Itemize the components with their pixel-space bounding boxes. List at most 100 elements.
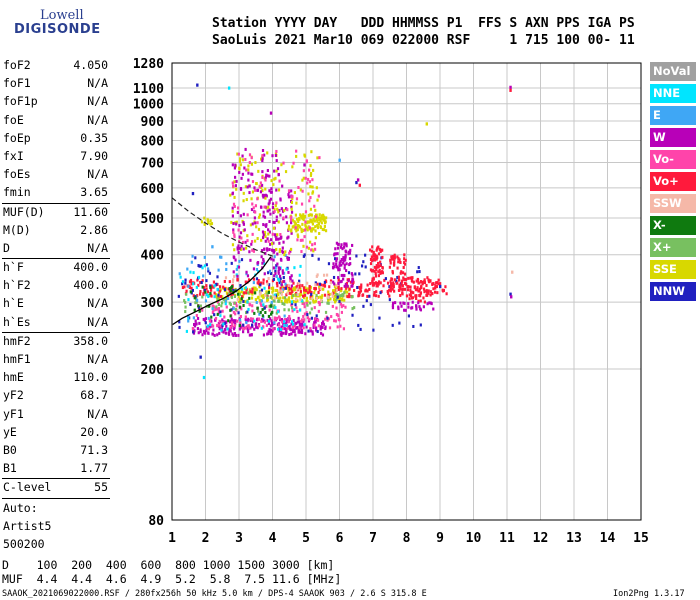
echo-point (325, 273, 329, 277)
echo-point (313, 291, 316, 295)
echo-point (235, 222, 238, 226)
echo-point (312, 326, 315, 330)
echo-point (316, 156, 319, 160)
echo-point (302, 213, 305, 217)
echo-point (285, 321, 288, 325)
echo-point (189, 270, 192, 274)
echo-point (275, 274, 278, 278)
echo-point (184, 300, 187, 304)
echo-point (287, 270, 290, 274)
echo-point (229, 303, 232, 307)
echo-point (417, 281, 420, 285)
echo-point (273, 299, 276, 303)
echo-point (203, 216, 206, 220)
echo-point (411, 300, 414, 304)
echo-point (268, 248, 271, 252)
echo-point (336, 252, 339, 256)
echo-point (287, 189, 291, 193)
echo-point (378, 268, 381, 272)
echo-point (270, 332, 273, 336)
echo-point (217, 306, 221, 310)
echo-point (320, 221, 323, 225)
echo-point (291, 218, 294, 222)
echo-point (300, 318, 304, 322)
echo-point (198, 292, 202, 296)
echo-point (209, 323, 212, 327)
echo-point (263, 286, 266, 290)
echo-point (340, 287, 343, 291)
echo-point (268, 329, 272, 333)
echo-point (305, 301, 308, 305)
parameter-name: foF1 (3, 76, 31, 91)
echo-point (233, 324, 237, 328)
echo-point (201, 295, 204, 299)
echo-point (343, 274, 346, 278)
echo-point (213, 313, 216, 317)
echo-point (374, 274, 378, 278)
y-tick-label: 700 (141, 156, 165, 171)
echo-point (239, 284, 242, 288)
echo-point (364, 288, 368, 292)
echo-point (315, 296, 319, 300)
echo-point (266, 169, 269, 173)
echo-point (232, 222, 235, 226)
parameter-name: h`Es (3, 314, 31, 329)
echo-point (316, 273, 319, 277)
echo-point (219, 294, 222, 298)
echo-point (198, 309, 201, 313)
echo-point (280, 163, 283, 167)
echo-point (269, 317, 272, 321)
echo-point (192, 330, 195, 334)
echo-point (407, 302, 410, 306)
echo-point (291, 279, 294, 283)
echo-point (390, 257, 394, 261)
echo-point (232, 306, 235, 310)
echo-point (291, 197, 294, 201)
echo-point (335, 283, 338, 287)
echo-point (258, 292, 262, 296)
echo-point (273, 274, 276, 278)
echo-point (318, 213, 321, 217)
echo-point (333, 319, 336, 323)
echo-point (374, 294, 378, 298)
profile-curves (171, 197, 275, 326)
parameter-value: 0.35 (80, 130, 108, 145)
echo-point (231, 214, 235, 218)
echo-point (412, 291, 415, 295)
echo-point (197, 275, 201, 279)
echo-point (388, 288, 391, 292)
echo-point (233, 256, 236, 260)
echo-point (272, 305, 275, 309)
echo-point (415, 305, 418, 309)
echo-point (407, 314, 410, 318)
echo-point (273, 295, 276, 299)
echo-point (358, 290, 361, 294)
echo-point (271, 290, 274, 294)
echo-point (273, 318, 276, 322)
echo-point (278, 297, 281, 301)
echo-point (238, 235, 241, 239)
echo-point (237, 295, 240, 299)
echo-point (271, 329, 274, 333)
echo-point (286, 292, 289, 296)
echo-point (427, 279, 431, 283)
echo-point (233, 180, 236, 184)
echo-point (377, 264, 380, 268)
echo-point (332, 280, 335, 284)
echo-point (253, 186, 256, 190)
echo-point (262, 214, 265, 218)
echo-point (302, 169, 305, 173)
x-tick-label: 7 (369, 531, 377, 546)
echo-point (400, 270, 403, 274)
echo-point (340, 263, 343, 267)
echo-point (269, 242, 272, 246)
echo-point (319, 325, 322, 329)
echo-point (242, 304, 245, 308)
echo-point (278, 278, 281, 282)
x-tick-label: 12 (533, 531, 549, 546)
parameter-value: 11.60 (73, 204, 108, 219)
echo-point (290, 221, 293, 225)
echo-point (193, 296, 196, 300)
echo-point (314, 319, 317, 323)
echo-point (291, 296, 294, 300)
